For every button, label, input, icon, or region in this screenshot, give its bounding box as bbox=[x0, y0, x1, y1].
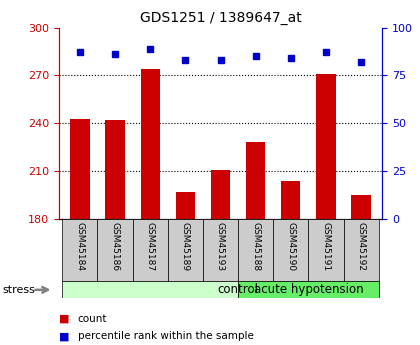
Text: GSM45188: GSM45188 bbox=[251, 222, 260, 271]
Bar bbox=[97, 219, 133, 281]
Text: ■: ■ bbox=[59, 332, 69, 341]
Bar bbox=[62, 219, 97, 281]
Bar bbox=[273, 219, 308, 281]
Bar bbox=[105, 120, 125, 219]
Text: control: control bbox=[218, 283, 259, 296]
Bar bbox=[352, 195, 371, 219]
Text: ■: ■ bbox=[59, 314, 69, 324]
Bar bbox=[308, 219, 344, 281]
Text: GSM45187: GSM45187 bbox=[146, 222, 155, 271]
Bar bbox=[141, 69, 160, 219]
Bar bbox=[133, 219, 168, 281]
Bar bbox=[246, 142, 265, 219]
Bar bbox=[344, 219, 379, 281]
Text: percentile rank within the sample: percentile rank within the sample bbox=[78, 332, 254, 341]
Bar bbox=[168, 219, 203, 281]
Text: GSM45192: GSM45192 bbox=[357, 222, 365, 271]
Bar bbox=[238, 281, 379, 298]
Bar bbox=[203, 219, 238, 281]
Text: GSM45184: GSM45184 bbox=[76, 222, 84, 271]
Bar bbox=[211, 170, 230, 219]
Text: count: count bbox=[78, 314, 107, 324]
Text: GSM45193: GSM45193 bbox=[216, 222, 225, 271]
Bar bbox=[176, 192, 195, 219]
Text: acute hypotension: acute hypotension bbox=[254, 283, 363, 296]
Text: GSM45191: GSM45191 bbox=[321, 222, 331, 271]
Bar bbox=[316, 74, 336, 219]
Text: GSM45189: GSM45189 bbox=[181, 222, 190, 271]
Title: GDS1251 / 1389647_at: GDS1251 / 1389647_at bbox=[139, 11, 302, 25]
Text: stress: stress bbox=[2, 286, 35, 295]
Text: GSM45186: GSM45186 bbox=[110, 222, 120, 271]
Bar bbox=[281, 181, 300, 219]
Bar bbox=[70, 119, 89, 219]
Bar bbox=[62, 281, 238, 298]
Bar bbox=[238, 219, 273, 281]
Text: GSM45190: GSM45190 bbox=[286, 222, 295, 271]
